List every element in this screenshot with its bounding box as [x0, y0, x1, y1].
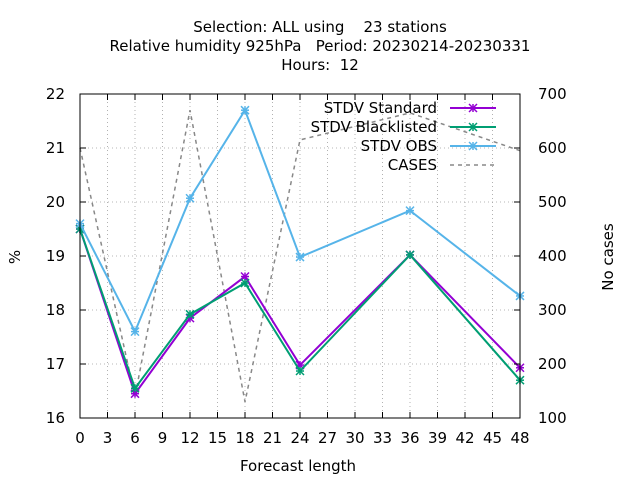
y2-tick-label: 200 — [538, 355, 567, 373]
y2-tick-label: 600 — [538, 139, 567, 157]
data-point-stdv-blacklisted — [240, 278, 250, 288]
y-tick-label: 21 — [46, 139, 65, 157]
data-point-stdv-blacklisted — [185, 309, 195, 319]
chart-title-line-3: Hours: 12 — [281, 56, 359, 74]
y-tick-label: 19 — [46, 247, 65, 265]
data-point-stdv-obs — [295, 252, 305, 262]
series-line-cases — [79, 110, 521, 402]
x-tick-label: 42 — [455, 429, 474, 447]
y2-tick-label: 700 — [538, 85, 567, 103]
data-point-stdv-blacklisted — [405, 250, 415, 260]
x-tick-label: 15 — [208, 429, 227, 447]
legend-label-stdv-blacklisted: STDV Blacklisted — [311, 118, 437, 136]
chart-title-line-2: Relative humidity 925hPa Period: 2023021… — [109, 37, 531, 55]
data-point-stdv-obs — [405, 206, 415, 216]
y2-tick-label: 100 — [538, 409, 567, 427]
data-point-stdv-obs — [185, 193, 195, 203]
x-tick-label: 39 — [428, 429, 447, 447]
y2-tick-label: 400 — [538, 247, 567, 265]
x-tick-label: 36 — [400, 429, 419, 447]
x-tick-label: 0 — [75, 429, 85, 447]
chart-title-line-1: Selection: ALL using 23 stations — [193, 18, 447, 36]
x-tick-label: 18 — [235, 429, 254, 447]
data-point-stdv-obs — [240, 105, 250, 115]
x-tick-label: 21 — [263, 429, 282, 447]
legend-label-stdv-standard: STDV Standard — [324, 99, 437, 117]
y-tick-label: 20 — [46, 193, 65, 211]
y-tick-label: 18 — [46, 301, 65, 319]
axes: 0 3 6 9 12 15 18 21 24 27 30 33 36 39 42 45 481617181920… — [46, 85, 567, 447]
y-axis-label: % — [6, 250, 24, 264]
y-tick-label: 17 — [46, 355, 65, 373]
y2-tick-label: 300 — [538, 301, 567, 319]
legend-marker-stdv-obs — [468, 141, 478, 151]
y-tick-label: 22 — [46, 85, 65, 103]
y-tick-label: 16 — [46, 409, 65, 427]
x-tick-label: 33 — [373, 429, 392, 447]
y2-axis-label: No cases — [599, 223, 617, 291]
x-axis-label: Forecast length — [240, 457, 356, 475]
legend-label-cases: CASES — [388, 156, 437, 174]
x-tick-label: 12 — [180, 429, 199, 447]
x-tick-label: 6 — [130, 429, 140, 447]
legend-marker-stdv-blacklisted — [468, 122, 478, 132]
series-lines — [75, 105, 525, 402]
data-point-stdv-obs — [130, 327, 140, 337]
x-tick-label: 27 — [318, 429, 337, 447]
legend-marker-stdv-standard — [468, 103, 478, 113]
data-point-stdv-blacklisted — [295, 366, 305, 376]
x-tick-label: 30 — [345, 429, 364, 447]
x-tick-label: 45 — [483, 429, 502, 447]
data-point-stdv-blacklisted — [130, 383, 140, 393]
x-tick-label: 24 — [290, 429, 309, 447]
x-tick-label: 3 — [103, 429, 113, 447]
y2-tick-label: 500 — [538, 193, 567, 211]
x-tick-label: 48 — [510, 429, 529, 447]
x-tick-label: 9 — [158, 429, 168, 447]
legend-label-stdv-obs: STDV OBS — [361, 137, 437, 155]
